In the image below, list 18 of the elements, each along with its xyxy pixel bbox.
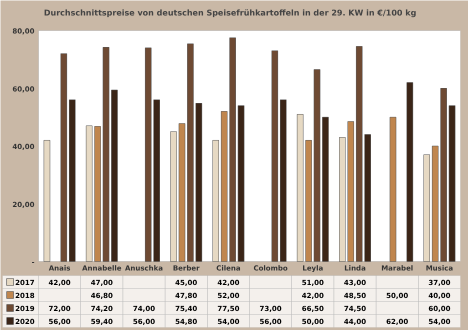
bar [280, 100, 287, 262]
bar [212, 140, 220, 262]
bar [60, 53, 68, 262]
bar [44, 140, 50, 262]
bar [406, 82, 414, 262]
bar [220, 111, 228, 262]
bar [356, 46, 363, 262]
bar [432, 146, 438, 262]
bar [347, 121, 354, 262]
bar [272, 50, 278, 262]
bar [390, 116, 396, 262]
chart-title: Durchschnittspreise von deutschen Speisefrühkartoffeln in der 29. KW in €/100 kg [44, 8, 417, 18]
bar [364, 134, 371, 262]
bar [153, 100, 160, 262]
bar [144, 48, 152, 262]
bar [339, 137, 346, 262]
bar [423, 154, 430, 262]
bar [68, 100, 76, 262]
